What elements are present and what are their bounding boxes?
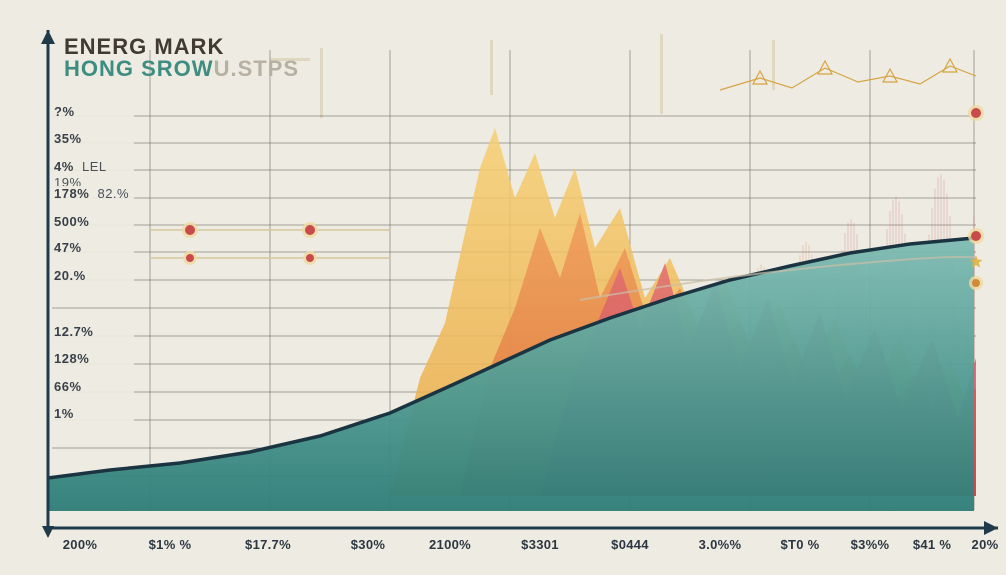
- x-tick-label: 3.0%%: [699, 537, 742, 552]
- x-tick-label: 20%: [972, 537, 999, 552]
- chart-title: ENERG MARK HONG SROWU.STPS: [64, 36, 299, 80]
- y-tick-label: ?%: [52, 104, 134, 120]
- x-tick-label: $17.7%: [245, 537, 291, 552]
- y-tick-label: 4% LEL 19%: [52, 159, 134, 177]
- y-tick-label: 66%: [52, 379, 134, 395]
- y-tick-label: 500%: [52, 214, 134, 230]
- title-line2: HONG SROWU.STPS: [64, 58, 299, 80]
- axes: [20, 18, 1006, 575]
- x-tick-label: $3%%: [851, 537, 890, 552]
- y-tick-label: 1%: [52, 406, 134, 422]
- x-tick-label: $3301: [521, 537, 559, 552]
- x-tick-label: 200%: [63, 537, 97, 552]
- x-tick-label: $T0 %: [780, 537, 819, 552]
- y-tick-label: 20.%: [52, 268, 134, 284]
- y-tick-label: 128%: [52, 351, 134, 367]
- x-tick-label: $41 %: [913, 537, 951, 552]
- x-tick-label: $30%: [351, 537, 385, 552]
- y-tick-label: 178% 82.%: [52, 186, 134, 204]
- y-tick-label: 12.7%: [52, 324, 134, 340]
- title-line1: ENERG MARK: [64, 36, 299, 58]
- x-tick-label: $1% %: [149, 537, 192, 552]
- y-tick-label: 47%: [52, 240, 134, 256]
- x-tick-label: $0444: [611, 537, 649, 552]
- chart: ENERG MARK HONG SROWU.STPS ?% 35% 4% LEL 1…: [20, 18, 986, 558]
- x-tick-label: 2100%: [429, 537, 471, 552]
- y-tick-label: 35%: [52, 131, 134, 147]
